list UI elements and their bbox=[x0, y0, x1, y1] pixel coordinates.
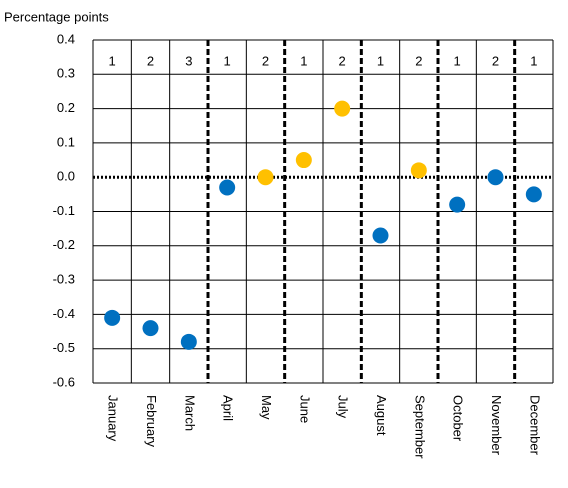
x-tick-label: March bbox=[182, 395, 197, 431]
period-number: 2 bbox=[339, 54, 346, 69]
y-tick-label: 0.2 bbox=[57, 100, 75, 115]
data-point bbox=[449, 196, 466, 213]
x-tick-label: May bbox=[259, 395, 274, 420]
period-number: 1 bbox=[300, 54, 307, 69]
y-tick-label: 0.4 bbox=[57, 31, 75, 46]
period-number: 1 bbox=[377, 54, 384, 69]
x-tick-label: January bbox=[106, 395, 121, 442]
y-tick-label: 0.3 bbox=[57, 66, 75, 81]
data-point bbox=[219, 179, 236, 196]
period-number: 1 bbox=[530, 54, 537, 69]
data-point bbox=[295, 152, 312, 169]
x-tick-label: November bbox=[489, 395, 504, 456]
y-axis-title: Percentage points bbox=[4, 9, 109, 24]
data-point bbox=[180, 333, 197, 350]
data-point bbox=[372, 227, 389, 244]
y-tick-label: 0.1 bbox=[57, 134, 75, 149]
data-point bbox=[142, 320, 159, 337]
y-tick-label: -0.1 bbox=[53, 203, 75, 218]
y-tick-label: -0.4 bbox=[53, 306, 75, 321]
data-point bbox=[487, 169, 504, 186]
period-number: 1 bbox=[224, 54, 231, 69]
data-point bbox=[525, 186, 542, 203]
y-tick-label: -0.6 bbox=[53, 374, 75, 389]
period-number: 2 bbox=[262, 54, 269, 69]
period-number: 2 bbox=[492, 54, 499, 69]
x-tick-label: September bbox=[412, 395, 427, 459]
period-number: 1 bbox=[109, 54, 116, 69]
x-tick-label: December bbox=[527, 395, 542, 456]
y-tick-label: -0.5 bbox=[53, 340, 75, 355]
x-tick-label: April bbox=[221, 395, 236, 421]
period-number: 2 bbox=[415, 54, 422, 69]
period-number: 2 bbox=[147, 54, 154, 69]
period-number: 1 bbox=[454, 54, 461, 69]
data-point bbox=[334, 100, 351, 117]
x-tick-label: February bbox=[144, 395, 159, 448]
x-tick-label: June bbox=[297, 395, 312, 423]
y-tick-label: -0.3 bbox=[53, 272, 75, 287]
y-tick-label: 0.0 bbox=[57, 169, 75, 184]
data-point bbox=[410, 162, 427, 179]
period-number: 3 bbox=[185, 54, 192, 69]
data-point bbox=[104, 309, 121, 326]
x-tick-label: October bbox=[451, 395, 466, 442]
x-tick-label: July bbox=[336, 395, 351, 419]
x-tick-label: August bbox=[374, 395, 389, 436]
data-point bbox=[257, 169, 274, 186]
y-tick-label: -0.2 bbox=[53, 237, 75, 252]
